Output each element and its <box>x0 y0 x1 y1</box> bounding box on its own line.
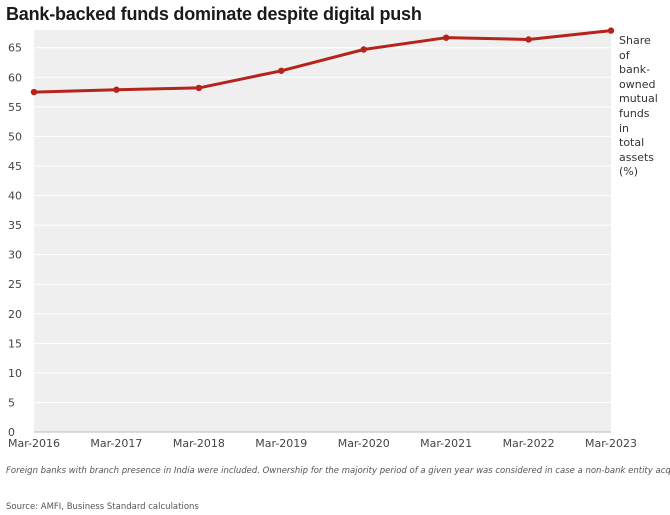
y-tick-label: 40 <box>8 190 22 203</box>
x-tick-label: Mar-2021 <box>420 437 472 450</box>
series-label-line: of <box>619 48 630 62</box>
chart-title: Bank-backed funds dominate despite digit… <box>6 4 422 24</box>
footnote: Foreign banks with branch presence in In… <box>6 466 670 476</box>
y-tick-label: 65 <box>8 42 22 55</box>
y-tick-label: 55 <box>8 101 22 114</box>
y-tick-label: 45 <box>8 160 22 173</box>
data-point <box>113 86 120 93</box>
data-point <box>607 27 615 34</box>
y-tick-label: 35 <box>8 219 22 232</box>
x-tick-label: Mar-2017 <box>90 437 142 450</box>
y-tick-label: 30 <box>8 249 22 262</box>
x-tick-label: Mar-2018 <box>173 437 225 450</box>
x-tick-label: Mar-2022 <box>503 437 555 450</box>
x-tick-label: Mar-2019 <box>255 437 307 450</box>
series-label-line: assets <box>619 150 655 164</box>
data-point <box>525 36 532 43</box>
series-label-line: mutual <box>619 92 658 106</box>
y-tick-label: 15 <box>8 337 22 350</box>
x-tick-label: Mar-2023 <box>585 437 637 450</box>
y-tick-label: 25 <box>8 278 22 291</box>
source-note: Source: AMFI, Business Standard calculat… <box>6 502 199 512</box>
plot-area <box>34 30 611 432</box>
series-label-line: in <box>619 121 630 135</box>
x-tick-label: Mar-2016 <box>8 437 60 450</box>
y-tick-label: 0 <box>8 426 15 439</box>
y-tick-label: 60 <box>8 71 22 84</box>
series-label-line: bank- <box>619 63 651 77</box>
data-point <box>278 67 285 74</box>
data-point <box>442 34 450 41</box>
y-tick-label: 50 <box>8 130 22 143</box>
series-line <box>32 29 613 94</box>
data-point <box>195 84 203 92</box>
data-point <box>360 46 367 53</box>
data-point <box>30 88 38 96</box>
series-label-line: funds <box>619 106 650 120</box>
y-tick-label: 5 <box>8 396 15 409</box>
x-tick-label: Mar-2020 <box>338 437 390 450</box>
y-tick-label: 20 <box>8 308 22 321</box>
series-label-line: owned <box>619 77 656 91</box>
series-label-line: (%) <box>619 165 639 179</box>
series-label: Share of bank-owned mutual funds in total asset… <box>619 34 669 180</box>
series-label-line: total <box>619 136 645 150</box>
y-tick-label: 10 <box>8 367 22 380</box>
series-label-line: Share <box>619 34 651 47</box>
